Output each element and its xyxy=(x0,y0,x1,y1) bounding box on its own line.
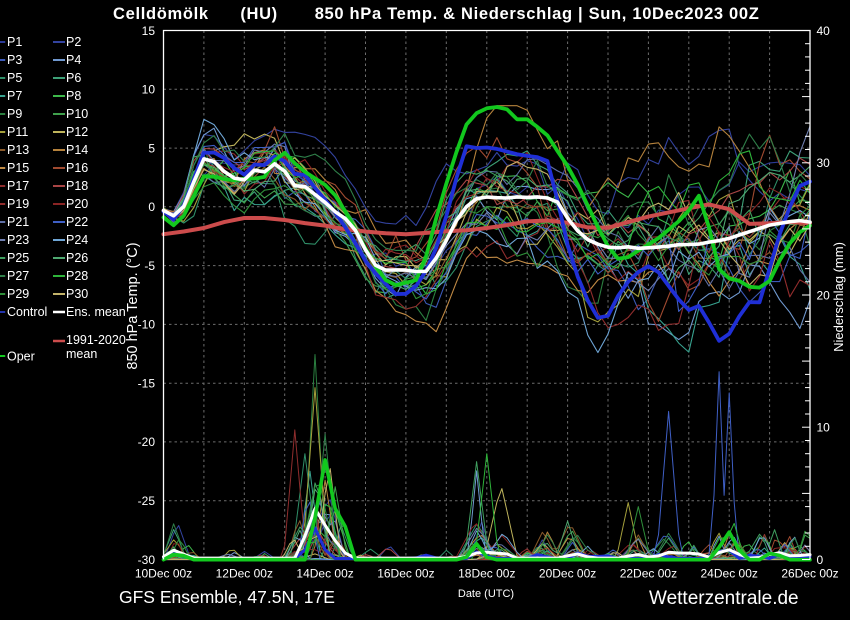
svg-text:26Dec 00z: 26Dec 00z xyxy=(781,567,838,581)
svg-text:14Dec 00z: 14Dec 00z xyxy=(296,567,353,581)
svg-text:0: 0 xyxy=(148,200,155,214)
svg-text:P6: P6 xyxy=(66,71,81,85)
svg-text:15: 15 xyxy=(142,24,156,38)
svg-text:850 hPa Temp. (°C): 850 hPa Temp. (°C) xyxy=(125,242,141,369)
svg-text:12Dec 00z: 12Dec 00z xyxy=(216,567,273,581)
svg-text:20: 20 xyxy=(817,288,831,302)
svg-text:P19: P19 xyxy=(7,197,29,211)
svg-text:18Dec 00z: 18Dec 00z xyxy=(458,567,515,581)
svg-text:P16: P16 xyxy=(66,161,88,175)
svg-text:P22: P22 xyxy=(66,215,88,229)
svg-text:P21: P21 xyxy=(7,215,29,229)
svg-text:5: 5 xyxy=(148,141,155,155)
svg-text:P4: P4 xyxy=(66,53,81,67)
svg-text:P2: P2 xyxy=(66,35,81,49)
svg-text:Wetterzentrale.de: Wetterzentrale.de xyxy=(649,588,799,609)
svg-text:P25: P25 xyxy=(7,251,29,265)
svg-text:Niederschlag (mm): Niederschlag (mm) xyxy=(831,242,846,352)
svg-text:P9: P9 xyxy=(7,107,22,121)
svg-text:P20: P20 xyxy=(66,197,88,211)
svg-text:P11: P11 xyxy=(7,125,28,139)
svg-text:P7: P7 xyxy=(7,89,22,103)
svg-text:Ens. mean: Ens. mean xyxy=(66,305,126,319)
svg-text:40: 40 xyxy=(817,24,831,38)
svg-text:10: 10 xyxy=(817,421,831,435)
svg-text:Control: Control xyxy=(7,305,47,319)
svg-text:P24: P24 xyxy=(66,233,88,247)
svg-text:1991-2020: 1991-2020 xyxy=(66,333,126,347)
svg-text:P12: P12 xyxy=(66,125,88,139)
svg-text:-20: -20 xyxy=(138,435,156,449)
svg-text:P13: P13 xyxy=(7,143,29,157)
svg-text:P5: P5 xyxy=(7,71,22,85)
svg-text:P27: P27 xyxy=(7,269,29,283)
svg-text:Date (UTC): Date (UTC) xyxy=(458,588,514,600)
svg-text:P14: P14 xyxy=(66,143,88,157)
svg-text:P1: P1 xyxy=(7,35,22,49)
svg-text:-15: -15 xyxy=(138,377,156,391)
svg-text:-30: -30 xyxy=(138,553,156,567)
svg-text:Oper: Oper xyxy=(7,350,35,364)
svg-text:16Dec 00z: 16Dec 00z xyxy=(377,567,434,581)
svg-text:P23: P23 xyxy=(7,233,29,247)
svg-text:P18: P18 xyxy=(66,179,88,193)
svg-text:P8: P8 xyxy=(66,89,81,103)
svg-text:Celldömölk (HU) 850: Celldömölk (HU) 850 hPa Temp. & Niedersc… xyxy=(113,5,760,23)
svg-text:30: 30 xyxy=(817,156,831,170)
svg-text:10Dec 00z: 10Dec 00z xyxy=(135,567,192,581)
svg-text:P17: P17 xyxy=(7,179,29,193)
svg-text:24Dec 00z: 24Dec 00z xyxy=(701,567,758,581)
svg-text:P15: P15 xyxy=(7,161,29,175)
svg-text:mean: mean xyxy=(66,347,97,361)
svg-text:P3: P3 xyxy=(7,53,22,67)
svg-text:10: 10 xyxy=(142,83,156,97)
svg-text:P30: P30 xyxy=(66,287,88,301)
svg-text:P26: P26 xyxy=(66,251,88,265)
svg-text:P29: P29 xyxy=(7,287,29,301)
svg-text:P28: P28 xyxy=(66,269,88,283)
svg-text:-10: -10 xyxy=(138,318,156,332)
svg-text:GFS Ensemble, 47.5N, 17E: GFS Ensemble, 47.5N, 17E xyxy=(119,587,335,607)
svg-text:22Dec 00z: 22Dec 00z xyxy=(620,567,677,581)
svg-text:-5: -5 xyxy=(144,259,155,273)
svg-text:20Dec 00z: 20Dec 00z xyxy=(539,567,596,581)
svg-text:0: 0 xyxy=(817,553,824,567)
svg-text:P10: P10 xyxy=(66,107,88,121)
svg-text:-25: -25 xyxy=(138,494,156,508)
